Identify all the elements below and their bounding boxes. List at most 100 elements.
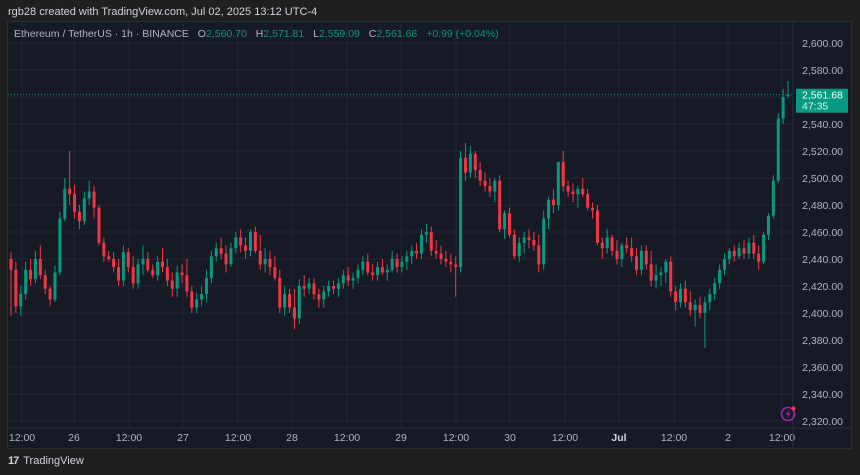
candle-body [253,232,257,251]
candle-body [488,186,492,192]
candle-body [762,234,766,262]
candle-body [737,248,741,257]
last-price-tag [796,88,848,113]
candle-body [156,261,160,276]
candle-body [468,153,472,173]
candle-body [273,267,277,278]
x-axis-label: Jul [611,432,626,444]
candle-body [727,250,731,259]
candle-body [73,194,77,212]
candle-body [693,304,697,311]
chart-frame[interactable] [7,21,852,449]
candle-body [591,207,595,211]
y-axis-label: 2,600.00 [802,38,843,50]
footer: 17 TradingView [8,455,84,467]
x-axis-label: 28 [286,432,298,444]
candle-body [385,269,389,273]
y-axis-label: 2,580.00 [802,65,843,77]
candle-body [542,218,546,265]
candle-body [390,259,394,270]
candle-body [410,250,414,257]
candle-body [478,169,482,181]
candle-body [185,275,189,292]
y-axis-label: 2,420.00 [802,281,843,293]
symbol-legend[interactable]: Ethereum / TetherUS · 1h · BINANCE O2,56… [14,28,499,40]
candle-body [630,248,634,257]
candle-body [610,237,614,251]
candle-body [625,245,629,249]
candle-body [517,242,521,257]
y-axis-label: 2,440.00 [802,254,843,266]
candle-body [297,286,301,319]
candle-body [718,269,722,284]
candle-body [33,259,37,280]
candle-body [454,264,458,268]
candle-body [507,213,511,235]
candles [9,81,790,349]
candle-body [376,267,380,276]
candle-body [239,237,243,246]
candle-body [659,272,663,276]
candle-body [635,256,639,270]
candle-body [263,259,267,265]
candle-body [29,269,33,280]
candle-body [547,199,551,219]
x-axis-label: 2 [725,432,731,444]
high-value: 2,571.81 [263,28,305,40]
x-axis-label: 12:00 [552,432,578,444]
candle-body [214,248,218,257]
candle-body [771,180,775,216]
candle-body [532,240,536,246]
candle-body [664,261,668,273]
candle-body [121,252,125,281]
candle-body [605,237,609,249]
candle-body [503,213,507,230]
x-axis-label: 29 [395,432,407,444]
candle-body [620,245,624,259]
candle-body [195,299,199,308]
candle-body [102,242,106,257]
candle-body [151,269,155,276]
candle-body [58,218,62,273]
candle-body [292,307,296,319]
candle-body [244,245,248,251]
candle-body [322,291,326,300]
candle-body [366,261,370,273]
candle-body [278,277,282,308]
candle-body [346,275,350,281]
candle-body [146,259,150,270]
candle-body [752,242,756,254]
y-axis-label: 2,500.00 [802,173,843,185]
lightning-icon[interactable] [780,406,796,422]
candle-body [571,191,575,195]
candle-body [68,188,72,195]
high-label: H [255,28,264,40]
candle-body [483,180,487,187]
x-axis-label: 12:00 [443,432,469,444]
candle-body [786,94,790,97]
candle-body [615,250,619,259]
brand-name: TradingView [23,455,84,467]
candle-body [649,264,653,281]
symbol-name[interactable]: Ethereum / TetherUS · 1h · BINANCE [14,28,189,40]
candle-body [63,188,67,219]
candle-body [209,256,213,278]
candle-body [356,269,360,278]
candle-body [498,180,502,230]
candle-body [317,294,321,300]
candle-body [493,180,497,192]
candle-body [639,250,643,270]
chart-caption: rgb28 created with TradingView.com, Jul … [8,6,318,18]
candle-body [444,259,448,262]
candle-body [757,253,761,262]
candle-body [229,248,233,265]
candle-body [141,259,145,265]
candle-body [781,97,785,119]
candle-body [9,259,13,270]
candle-body [302,286,306,289]
candle-body [405,256,409,262]
candle-body [644,250,648,265]
candle-body [87,191,91,199]
candle-body [463,157,467,173]
